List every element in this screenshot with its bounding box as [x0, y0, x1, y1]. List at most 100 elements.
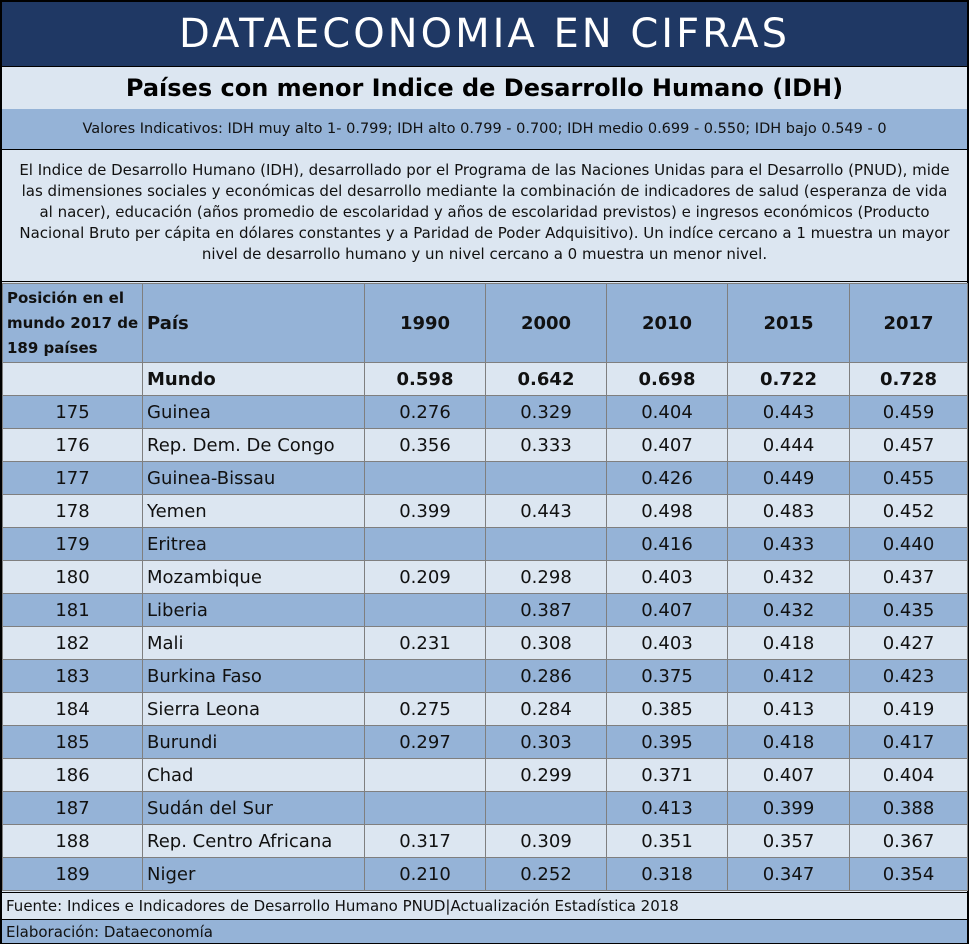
table-row: 187 Sudán del Sur 0.413 0.399 0.388 [2, 791, 968, 825]
value-cell: 0.297 [364, 725, 486, 759]
rank-cell [2, 362, 143, 396]
country-cell: Mozambique [142, 560, 365, 594]
rank-cell: 178 [2, 494, 143, 528]
rank-cell: 184 [2, 692, 143, 726]
value-cell: 0.403 [606, 560, 728, 594]
value-cell: 0.440 [849, 527, 968, 561]
rank-cell: 189 [2, 857, 143, 891]
value-cell: 0.317 [364, 824, 486, 858]
credit-text: Elaboración: Dataeconomía [6, 923, 213, 941]
value-cell [364, 461, 486, 495]
country-cell: Rep. Centro Africana [142, 824, 365, 858]
values-note: Valores Indicativos: IDH muy alto 1- 0.7… [2, 109, 967, 150]
rank-cell: 181 [2, 593, 143, 627]
rank-cell: 179 [2, 527, 143, 561]
rank-cell: 177 [2, 461, 143, 495]
value-cell: 0.423 [849, 659, 968, 693]
value-cell: 0.347 [727, 857, 850, 891]
rank-cell: 185 [2, 725, 143, 759]
country-cell: Rep. Dem. De Congo [142, 428, 365, 462]
value-cell: 0.209 [364, 560, 486, 594]
page-title-text: Países con menor Indice de Desarrollo Hu… [125, 74, 844, 102]
value-cell: 0.275 [364, 692, 486, 726]
value-cell [485, 461, 607, 495]
country-cell: Sudán del Sur [142, 791, 365, 825]
value-cell: 0.642 [485, 362, 607, 396]
rank-cell: 180 [2, 560, 143, 594]
value-cell: 0.433 [727, 527, 850, 561]
value-cell: 0.455 [849, 461, 968, 495]
value-cell: 0.457 [849, 428, 968, 462]
value-cell [364, 527, 486, 561]
table-row: 186 Chad 0.299 0.371 0.407 0.404 [2, 758, 968, 792]
value-cell: 0.483 [727, 494, 850, 528]
value-cell: 0.354 [849, 857, 968, 891]
brand-title: DATAECONOMIA EN CIFRAS [178, 11, 791, 57]
credit-note: Elaboración: Dataeconomía [2, 919, 967, 943]
value-cell: 0.419 [849, 692, 968, 726]
value-cell: 0.412 [727, 659, 850, 693]
value-cell: 0.388 [849, 791, 968, 825]
value-cell: 0.728 [849, 362, 968, 396]
header-year: 2000 [485, 283, 607, 363]
value-cell: 0.698 [606, 362, 728, 396]
value-cell: 0.427 [849, 626, 968, 660]
country-cell: Guinea [142, 395, 365, 429]
table-row: 183 Burkina Faso 0.286 0.375 0.412 0.423 [2, 659, 968, 693]
value-cell: 0.432 [727, 593, 850, 627]
description-text: El Indice de Desarrollo Humano (IDH), de… [19, 161, 950, 263]
value-cell [485, 791, 607, 825]
value-cell: 0.371 [606, 758, 728, 792]
value-cell: 0.309 [485, 824, 607, 858]
value-cell: 0.444 [727, 428, 850, 462]
value-cell: 0.308 [485, 626, 607, 660]
rank-cell: 183 [2, 659, 143, 693]
value-cell: 0.351 [606, 824, 728, 858]
value-cell: 0.286 [485, 659, 607, 693]
source-note: Fuente: Indices e Indicadores de Desarro… [2, 892, 967, 918]
value-cell: 0.333 [485, 428, 607, 462]
value-cell: 0.356 [364, 428, 486, 462]
value-cell [364, 758, 486, 792]
values-note-text: Valores Indicativos: IDH muy alto 1- 0.7… [82, 121, 887, 137]
value-cell: 0.298 [485, 560, 607, 594]
brand-banner: DATAECONOMIA EN CIFRAS [2, 2, 967, 66]
value-cell: 0.399 [727, 791, 850, 825]
value-cell: 0.375 [606, 659, 728, 693]
header-year: 2017 [849, 283, 968, 363]
value-cell: 0.395 [606, 725, 728, 759]
value-cell: 0.284 [485, 692, 607, 726]
table-header-row: Posición en el mundo 2017 de 189 países … [2, 283, 968, 363]
value-cell: 0.498 [606, 494, 728, 528]
header-year: 1990 [364, 283, 486, 363]
table-row: 182 Mali 0.231 0.308 0.403 0.418 0.427 [2, 626, 968, 660]
table-row: 181 Liberia 0.387 0.407 0.432 0.435 [2, 593, 968, 627]
rank-cell: 186 [2, 758, 143, 792]
value-cell: 0.418 [727, 725, 850, 759]
header-position: Posición en el mundo 2017 de 189 países [2, 283, 143, 363]
value-cell: 0.443 [485, 494, 607, 528]
value-cell: 0.357 [727, 824, 850, 858]
rank-cell: 187 [2, 791, 143, 825]
country-cell: Mali [142, 626, 365, 660]
value-cell: 0.385 [606, 692, 728, 726]
country-cell: Burkina Faso [142, 659, 365, 693]
rank-cell: 182 [2, 626, 143, 660]
country-cell: Burundi [142, 725, 365, 759]
country-cell: Eritrea [142, 527, 365, 561]
header-year: 2010 [606, 283, 728, 363]
value-cell: 0.426 [606, 461, 728, 495]
value-cell: 0.407 [727, 758, 850, 792]
value-cell: 0.418 [727, 626, 850, 660]
value-cell [485, 527, 607, 561]
table-row: 177 Guinea-Bissau 0.426 0.449 0.455 [2, 461, 968, 495]
table-row: 188 Rep. Centro Africana 0.317 0.309 0.351 0.… [2, 824, 968, 858]
value-cell: 0.387 [485, 593, 607, 627]
value-cell: 0.276 [364, 395, 486, 429]
table-row: 180 Mozambique 0.209 0.298 0.403 0.432 0.437 [2, 560, 968, 594]
value-cell: 0.404 [849, 758, 968, 792]
country-cell: Liberia [142, 593, 365, 627]
value-cell: 0.399 [364, 494, 486, 528]
value-cell: 0.407 [606, 428, 728, 462]
